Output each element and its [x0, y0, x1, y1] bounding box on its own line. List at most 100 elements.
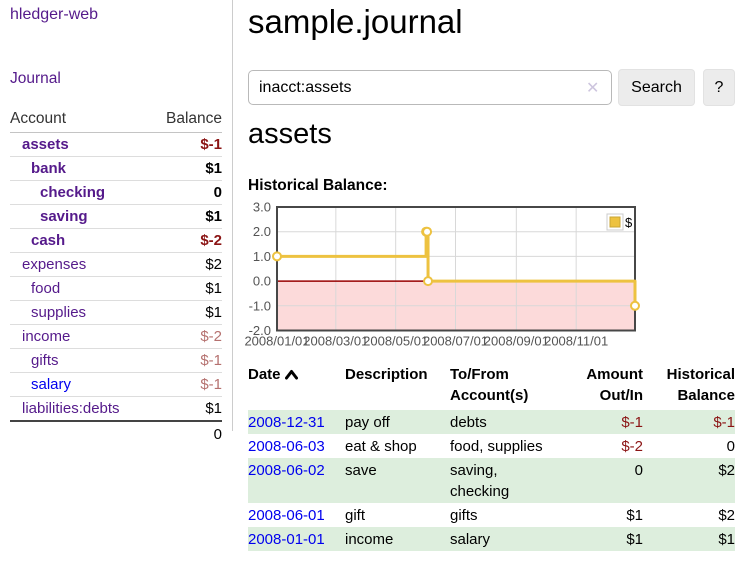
register-header-row: Date Description To/From Account(s) Amou… [248, 362, 735, 410]
account-balance: $-1 [150, 373, 222, 397]
account-row: bank $1 [10, 157, 222, 181]
account-link-salary[interactable]: salary [31, 376, 71, 393]
accounts-table-header: Account Balance [10, 108, 222, 133]
transaction-amount: 0 [555, 458, 643, 503]
svg-text:2008/09/01: 2008/09/01 [484, 334, 549, 349]
transaction-date-link[interactable]: 2008-01-01 [248, 531, 325, 548]
transaction-description: income [345, 527, 450, 551]
account-row: gifts $-1 [10, 349, 222, 373]
app-title-link[interactable]: hledger-web [10, 6, 98, 24]
transaction-amount: $1 [555, 527, 643, 551]
transaction-balance: $2 [643, 458, 735, 503]
account-link-food[interactable]: food [31, 280, 60, 297]
account-row: salary $-1 [10, 373, 222, 397]
transaction-accounts: debts [450, 410, 555, 434]
accounts-col-balance: Balance [150, 108, 222, 133]
transaction-balance: $2 [643, 503, 735, 527]
search-input[interactable] [248, 70, 612, 105]
register-col-date[interactable]: Date [248, 362, 345, 410]
historical-balance-chart: 3.02.01.00.0-1.0-2.02008/01/012008/03/01… [240, 200, 742, 352]
transaction-accounts: saving, checking [450, 458, 555, 503]
page-title: sample.journal [248, 0, 463, 44]
transaction-accounts: gifts [450, 503, 555, 527]
transaction-balance: $-1 [643, 410, 735, 434]
register-row: 2008-06-02 save saving, checking 0 $2 [248, 458, 735, 503]
account-balance: $1 [150, 301, 222, 325]
account-link-checking[interactable]: checking [40, 184, 105, 201]
accounts-total-value: 0 [150, 421, 222, 447]
transaction-amount: $1 [555, 503, 643, 527]
account-row: food $1 [10, 277, 222, 301]
register-row: 2008-01-01 income salary $1 $1 [248, 527, 735, 551]
sidebar-item-journal[interactable]: Journal [10, 70, 61, 88]
svg-text:1.0: 1.0 [253, 249, 271, 264]
accounts-total-row: 0 [10, 421, 222, 447]
account-balance: $-1 [150, 349, 222, 373]
account-balance: 0 [150, 181, 222, 205]
transaction-description: pay off [345, 410, 450, 434]
account-link-expenses[interactable]: expenses [22, 256, 86, 273]
account-row: saving $1 [10, 205, 222, 229]
account-link-assets[interactable]: assets [22, 136, 69, 153]
hledger-web-page: hledger-web Journal Account Balance asse… [0, 0, 742, 582]
transaction-description: gift [345, 503, 450, 527]
account-link-liabilities-debts[interactable]: liabilities:debts [22, 400, 120, 417]
svg-text:$: $ [625, 215, 633, 230]
clear-search-icon[interactable]: ✕ [586, 78, 599, 98]
svg-text:2.0: 2.0 [253, 224, 271, 239]
account-balance: $-1 [150, 133, 222, 157]
svg-text:3.0: 3.0 [253, 200, 271, 215]
account-balance: $-2 [150, 229, 222, 253]
account-row: cash $-2 [10, 229, 222, 253]
svg-text:0.0: 0.0 [253, 274, 271, 289]
account-link-saving[interactable]: saving [40, 208, 88, 225]
search-button[interactable]: Search [618, 69, 695, 106]
account-balance: $1 [150, 277, 222, 301]
help-button[interactable]: ? [703, 69, 735, 106]
register-col-amount: Amount Out/In [555, 362, 643, 410]
transaction-date-link[interactable]: 2008-06-01 [248, 507, 325, 524]
register-row: 2008-06-03 eat & shop food, supplies $-2… [248, 434, 735, 458]
transaction-amount: $-1 [555, 410, 643, 434]
account-link-gifts[interactable]: gifts [31, 352, 59, 369]
transaction-accounts: salary [450, 527, 555, 551]
transaction-amount: $-2 [555, 434, 643, 458]
transaction-balance: $1 [643, 527, 735, 551]
account-link-bank[interactable]: bank [31, 160, 66, 177]
accounts-col-account: Account [10, 108, 150, 133]
transaction-balance: 0 [643, 434, 735, 458]
transaction-description: eat & shop [345, 434, 450, 458]
svg-text:2008/05/01: 2008/05/01 [363, 334, 428, 349]
account-row: expenses $2 [10, 253, 222, 277]
register-table: Date Description To/From Account(s) Amou… [248, 362, 735, 551]
account-row: assets $-1 [10, 133, 222, 157]
account-balance: $2 [150, 253, 222, 277]
svg-text:-1.0: -1.0 [249, 298, 271, 313]
account-balance: $1 [150, 205, 222, 229]
account-row: supplies $1 [10, 301, 222, 325]
transaction-accounts: food, supplies [450, 434, 555, 458]
account-row: liabilities:debts $1 [10, 397, 222, 422]
chart-title: Historical Balance: [248, 177, 388, 195]
sidebar: hledger-web Journal Account Balance asse… [0, 0, 233, 431]
svg-text:2008/11/01: 2008/11/01 [544, 334, 608, 349]
svg-text:2008/07/01: 2008/07/01 [423, 334, 488, 349]
register-col-description: Description [345, 362, 450, 410]
transaction-date-link[interactable]: 2008-06-02 [248, 462, 325, 479]
transaction-description: save [345, 458, 450, 503]
register-col-balance: Historical Balance [643, 362, 735, 410]
account-link-cash[interactable]: cash [31, 232, 65, 249]
register-table-area: Date Description To/From Account(s) Amou… [248, 362, 735, 551]
account-row: income $-2 [10, 325, 222, 349]
accounts-table: Account Balance assets $-1 bank $1 check… [10, 108, 222, 447]
transaction-date-link[interactable]: 2008-12-31 [248, 414, 325, 431]
svg-text:2008/01/01: 2008/01/01 [244, 334, 309, 349]
svg-text:2008/03/01: 2008/03/01 [303, 334, 368, 349]
account-link-supplies[interactable]: supplies [31, 304, 86, 321]
register-row: 2008-06-01 gift gifts $1 $2 [248, 503, 735, 527]
account-balance: $1 [150, 157, 222, 181]
transaction-date-link[interactable]: 2008-06-03 [248, 438, 325, 455]
search-form: ✕ Search ? [248, 69, 735, 106]
sort-ascending-icon [285, 365, 298, 386]
account-link-income[interactable]: income [22, 328, 70, 345]
